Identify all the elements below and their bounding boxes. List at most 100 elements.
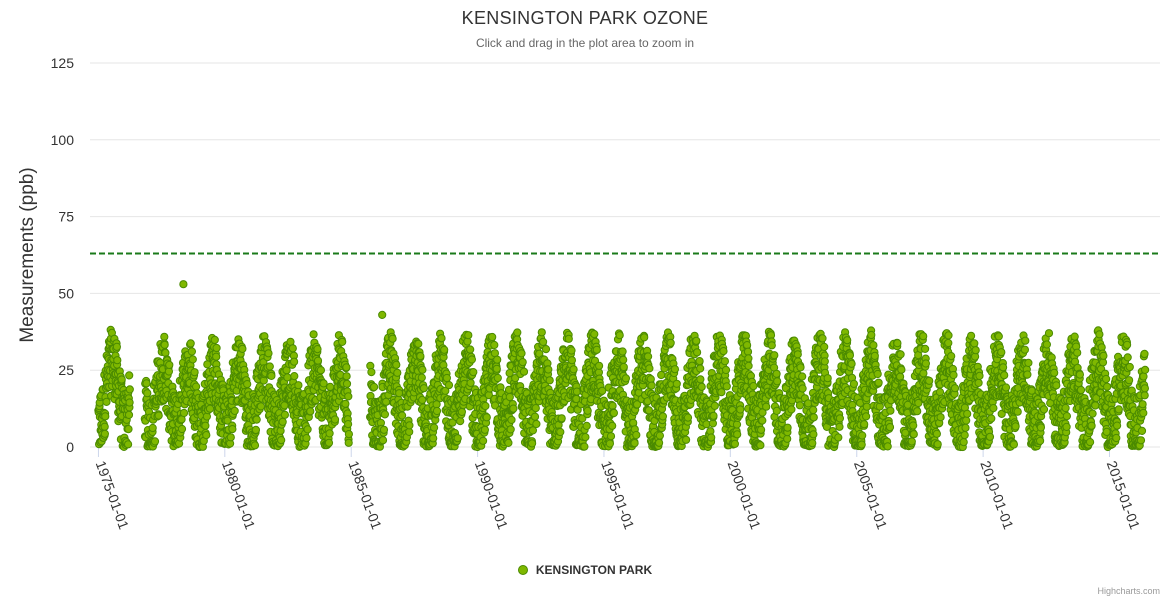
data-point [124, 440, 133, 449]
data-point [1001, 383, 1011, 392]
data-point [582, 421, 591, 430]
data-point [925, 376, 934, 385]
data-point [743, 341, 752, 350]
data-point [1075, 370, 1085, 379]
chart-title: KENSINGTON PARK OZONE [461, 8, 709, 28]
legend-label: KENSINGTON PARK [535, 563, 653, 577]
data-point [330, 415, 340, 424]
data-point [100, 422, 109, 431]
data-point [303, 425, 312, 434]
data-point [316, 366, 325, 375]
data-point [897, 365, 906, 374]
data-point [493, 373, 502, 383]
data-point [419, 384, 428, 393]
credits-link[interactable]: Highcharts.com [1097, 586, 1160, 596]
data-point [531, 404, 540, 413]
data-point [732, 420, 742, 429]
data-point [999, 363, 1008, 372]
data-point [835, 414, 845, 423]
data-point [658, 412, 668, 421]
x-tick-label: 1990-01-01 [472, 459, 512, 532]
legend-item-kensington-park[interactable]: KENSINGTON PARK [0, 563, 1170, 577]
data-point [858, 431, 867, 440]
data-point [615, 331, 624, 340]
data-point [466, 378, 475, 387]
data-point [749, 382, 758, 391]
data-point [944, 331, 953, 340]
data-point [1123, 353, 1132, 362]
data-point [117, 375, 126, 384]
data-point [405, 421, 414, 430]
data-point [994, 332, 1003, 341]
data-point [142, 379, 151, 388]
data-point [466, 345, 475, 354]
data-point [344, 438, 353, 447]
data-point [974, 378, 983, 387]
data-point [744, 354, 753, 363]
data-point [418, 365, 427, 374]
data-point [569, 365, 578, 374]
data-point [188, 355, 197, 364]
data-point [342, 372, 351, 381]
data-point [250, 441, 260, 450]
data-point [160, 340, 169, 349]
y-tick-label: 75 [58, 209, 74, 225]
data-point [256, 402, 265, 411]
data-point [583, 406, 592, 415]
data-point [480, 425, 489, 434]
data-point [756, 441, 765, 450]
data-point [820, 357, 829, 366]
data-point [1140, 391, 1149, 400]
x-axis-ticks: 1975-01-01 1980-01-01 1985-01-01 1990-01-01… [93, 447, 1143, 532]
data-point [709, 411, 718, 420]
data-point [733, 430, 742, 439]
data-point [907, 437, 916, 446]
data-point [230, 406, 239, 415]
data-point [313, 356, 323, 365]
data-point [102, 397, 111, 406]
data-point [809, 413, 818, 422]
data-point [1137, 426, 1147, 435]
data-point [873, 369, 882, 379]
data-point [124, 410, 134, 419]
data-point [608, 401, 617, 410]
data-point [177, 424, 187, 434]
data-point [847, 359, 856, 368]
data-point [645, 364, 654, 373]
data-point [344, 430, 353, 439]
data-point [860, 420, 869, 429]
data-point [849, 379, 859, 388]
data-point [564, 334, 573, 343]
data-point [277, 436, 286, 445]
data-point [210, 335, 219, 344]
data-point [736, 405, 745, 414]
data-point [867, 330, 876, 340]
data-point [834, 433, 843, 442]
data-point [697, 382, 706, 391]
data-point [592, 345, 601, 354]
data-point [1113, 421, 1122, 430]
data-point [1103, 382, 1112, 391]
data-point [798, 372, 807, 381]
data-point [757, 425, 766, 434]
data-point [202, 431, 211, 440]
data-point [252, 415, 261, 424]
data-point [113, 356, 122, 365]
data-point [933, 440, 942, 449]
data-point [290, 357, 299, 366]
data-point [949, 370, 958, 380]
data-point [539, 337, 548, 346]
data-point [595, 361, 604, 370]
data-point [264, 349, 273, 358]
data-point [773, 377, 782, 386]
data-point [695, 357, 704, 366]
data-point [492, 364, 501, 373]
data-point [1112, 433, 1121, 443]
data-point [1140, 384, 1150, 393]
data-point [1088, 409, 1097, 418]
data-point [809, 430, 818, 439]
data-point [505, 392, 514, 402]
data-point [640, 333, 649, 342]
